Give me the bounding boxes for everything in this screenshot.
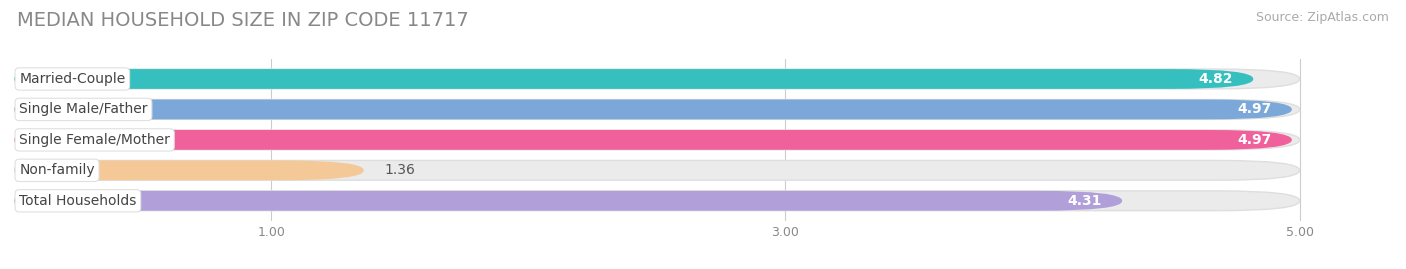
FancyBboxPatch shape	[14, 160, 1299, 180]
FancyBboxPatch shape	[14, 130, 1292, 150]
FancyBboxPatch shape	[14, 100, 1292, 119]
Text: 4.82: 4.82	[1198, 72, 1233, 86]
Text: 4.97: 4.97	[1237, 102, 1271, 116]
FancyBboxPatch shape	[14, 69, 1299, 89]
FancyBboxPatch shape	[14, 100, 1299, 119]
FancyBboxPatch shape	[14, 130, 1299, 150]
Text: Single Male/Father: Single Male/Father	[20, 102, 148, 116]
Text: Non-family: Non-family	[20, 163, 94, 177]
Text: MEDIAN HOUSEHOLD SIZE IN ZIP CODE 11717: MEDIAN HOUSEHOLD SIZE IN ZIP CODE 11717	[17, 11, 468, 30]
Text: Single Female/Mother: Single Female/Mother	[20, 133, 170, 147]
Text: Source: ZipAtlas.com: Source: ZipAtlas.com	[1256, 11, 1389, 24]
Text: Total Households: Total Households	[20, 194, 136, 208]
Text: Married-Couple: Married-Couple	[20, 72, 125, 86]
FancyBboxPatch shape	[14, 191, 1299, 211]
Text: 4.31: 4.31	[1067, 194, 1101, 208]
FancyBboxPatch shape	[14, 191, 1122, 211]
Text: 1.36: 1.36	[384, 163, 415, 177]
FancyBboxPatch shape	[14, 69, 1253, 89]
FancyBboxPatch shape	[14, 160, 364, 180]
Text: 4.97: 4.97	[1237, 133, 1271, 147]
